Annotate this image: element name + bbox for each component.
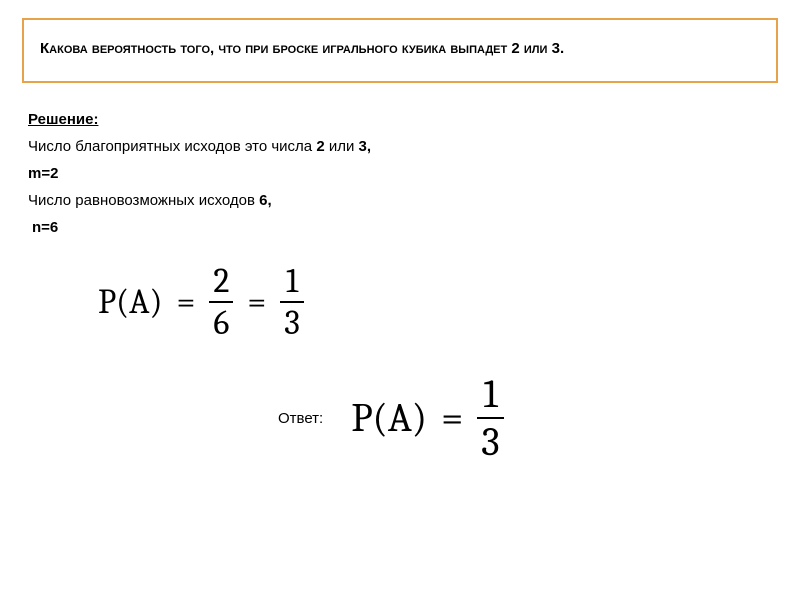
answer-eq: = — [441, 395, 463, 441]
line1-bold-3: 3, — [359, 138, 372, 155]
line1-bold-2: 2 — [316, 138, 324, 155]
answer-formula: P(A) = 1 3 — [351, 374, 503, 462]
n-value-line: n=6 — [32, 219, 772, 236]
solution-label: Решение: — [28, 111, 98, 128]
answer-fraction: 1 3 — [477, 374, 503, 462]
answer-row: Ответ: P(A) = 1 3 — [278, 374, 772, 462]
formula-lhs: P(A) — [98, 282, 162, 322]
slide: Какова вероятность того, что при броске … — [0, 0, 800, 600]
frac2-den: 3 — [280, 303, 304, 340]
line1-mid: или — [325, 138, 359, 155]
ans-frac-den: 3 — [477, 419, 503, 462]
favorable-outcomes-line: Число благоприятных исходов это числа 2 … — [28, 138, 772, 155]
line1-prefix: Число благоприятных исходов это числа — [28, 138, 316, 155]
line2-prefix: Число равновозможных исходов — [28, 192, 259, 209]
solution-label-line: Решение: — [28, 111, 772, 128]
fraction-1-3: 1 3 — [280, 264, 304, 340]
ans-frac-num: 1 — [479, 374, 501, 417]
equals-2: = — [247, 282, 266, 322]
line2-bold: 6, — [259, 192, 272, 209]
equals-1: = — [176, 282, 195, 322]
total-outcomes-line: Число равновозможных исходов 6, — [28, 192, 772, 209]
probability-formula: P(A) = 2 6 = 1 3 — [98, 264, 304, 340]
problem-title: Какова вероятность того, что при броске … — [40, 38, 760, 59]
fraction-2-6: 2 6 — [209, 264, 233, 340]
answer-lhs: P(A) — [351, 395, 427, 441]
title-box: Какова вероятность того, что при броске … — [22, 18, 778, 83]
frac1-num: 2 — [209, 264, 233, 301]
solution-body: Решение: Число благоприятных исходов это… — [22, 83, 778, 462]
answer-label: Ответ: — [278, 410, 323, 427]
frac2-num: 1 — [282, 264, 302, 301]
frac1-den: 6 — [209, 303, 233, 340]
m-value-line: m=2 — [28, 165, 772, 182]
